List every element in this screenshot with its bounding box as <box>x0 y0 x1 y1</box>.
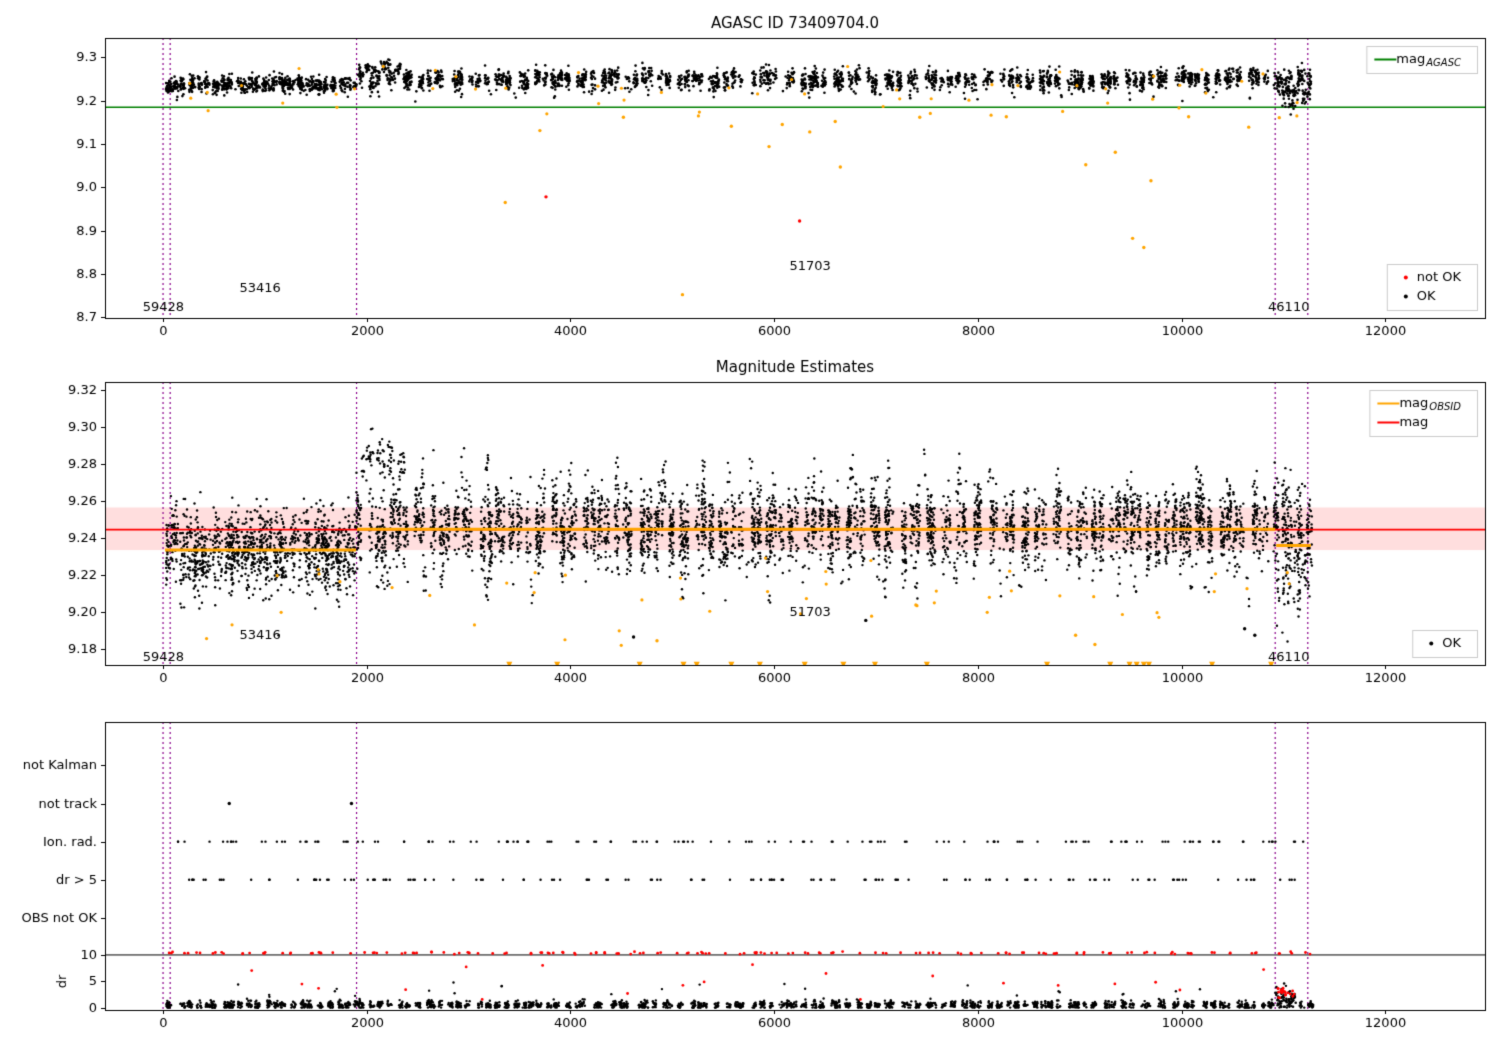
matplotlib-figure <box>0 0 1500 1050</box>
figure-canvas <box>0 0 1500 1050</box>
